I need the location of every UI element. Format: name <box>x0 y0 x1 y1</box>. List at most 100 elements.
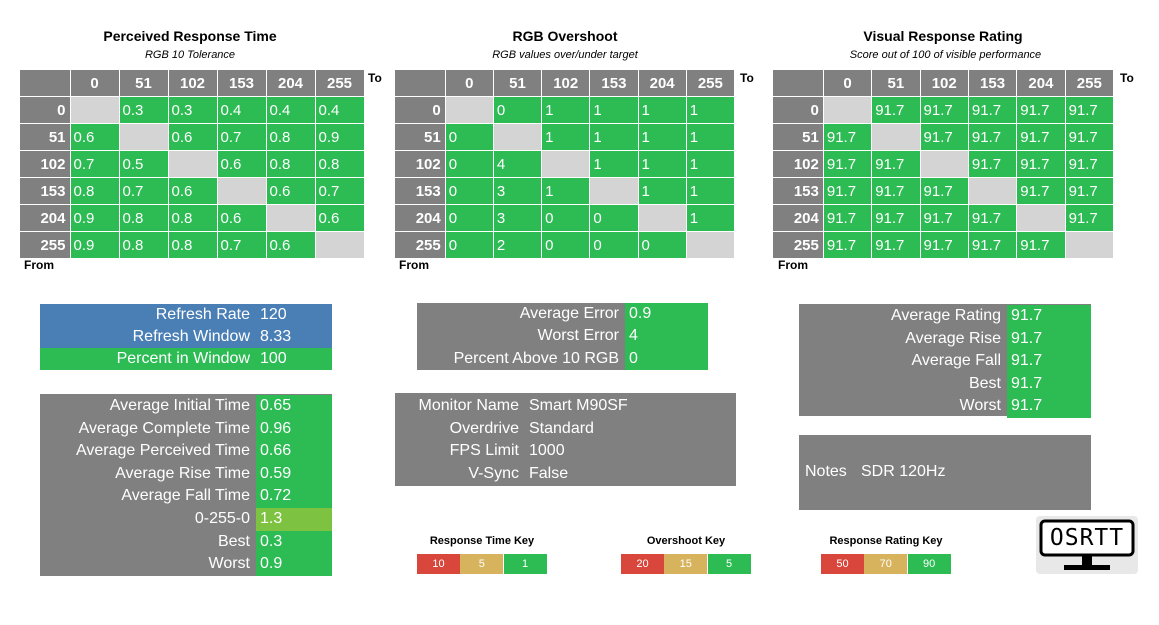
matrix-cell: 0 <box>445 204 494 232</box>
notes-label: Notes <box>805 463 847 480</box>
matrix-cell-empty <box>493 123 543 151</box>
stat-label: Average Fall Time <box>121 487 250 505</box>
stat-row: Average Fall 91.7 <box>799 350 1091 373</box>
rating-stats-box: Average Rating 91.7 Average Rise 91.7 Averag… <box>799 304 1091 418</box>
column-header: 102 <box>168 70 218 97</box>
matrix-cell: 0.9 <box>315 123 365 151</box>
matrix-cell: 0.6 <box>70 123 120 151</box>
matrix-cell: 0 <box>445 150 494 178</box>
matrix-cell-empty <box>968 177 1018 205</box>
matrix-cell: 0.6 <box>266 231 316 259</box>
stat-label: Average Complete Time <box>78 419 250 437</box>
matrix-cell: 0.8 <box>266 150 316 178</box>
matrix-cell-empty <box>589 177 639 205</box>
matrix-cell: 91.7 <box>968 96 1018 124</box>
stat-row: FPS Limit 1000 <box>395 440 736 463</box>
matrix-cell: 3 <box>493 177 543 205</box>
column-header: 204 <box>638 70 687 97</box>
column-header: 0 <box>823 70 873 97</box>
stat-value: 0.96 <box>256 417 332 441</box>
row-header: 204 <box>773 204 824 232</box>
matrix-cell: 0.6 <box>217 150 267 178</box>
matrix-cell: 0 <box>589 204 639 232</box>
row-header: 153 <box>20 177 71 205</box>
matrix-cell: 91.7 <box>920 177 969 205</box>
matrix-cell-empty <box>1065 231 1115 259</box>
stat-row: Worst 0.9 <box>40 553 332 576</box>
matrix-cell: 1 <box>686 123 736 151</box>
stat-value: 91.7 <box>1007 395 1091 418</box>
matrix-cell: 1 <box>638 96 687 124</box>
matrix-cell: 91.7 <box>823 204 873 232</box>
matrix-cell: 0.6 <box>315 204 365 232</box>
key-cell: 15 <box>664 554 708 574</box>
matrix-cell: 1 <box>638 150 687 178</box>
stat-row: Percent in Window 100 <box>40 348 332 370</box>
matrix-cell: 0.4 <box>217 96 267 124</box>
matrix-cell-empty <box>168 150 218 178</box>
matrix-cell: 91.7 <box>823 231 873 259</box>
matrix-cell-empty <box>686 231 736 259</box>
chart-subtitle-rating: Score out of 100 of visible performance <box>849 49 1042 61</box>
stat-row: Best 91.7 <box>799 372 1091 396</box>
matrix-cell: 0 <box>541 204 591 232</box>
row-header: 153 <box>395 177 446 205</box>
stat-label: Percent Above 10 RGB <box>453 349 619 367</box>
key-cell: 5 <box>707 554 751 574</box>
matrix-cell: 0 <box>638 231 687 259</box>
matrix-cell: 91.7 <box>968 231 1018 259</box>
stat-label: Average Error <box>519 305 619 322</box>
stat-value: 91.7 <box>1007 327 1091 351</box>
chart-title-rating: Visual Response Rating <box>863 28 1023 44</box>
column-header: 102 <box>920 70 969 97</box>
logo-text: OSRTT <box>1049 525 1125 551</box>
to-axis-label: To <box>740 71 754 85</box>
stat-value: 91.7 <box>1007 372 1091 396</box>
response-time-key: Response Time Key 10 5 1 <box>417 535 547 580</box>
matrix-cell: 91.7 <box>871 150 921 178</box>
from-axis-label: From <box>24 258 54 272</box>
from-axis-label: From <box>778 258 808 272</box>
matrix-cell: 0 <box>589 231 639 259</box>
row-header: 204 <box>20 204 71 232</box>
column-header: 153 <box>217 70 267 97</box>
matrix-cell: 0.5 <box>119 150 169 178</box>
matrix-cell-empty <box>871 123 921 151</box>
matrix-corner <box>20 70 71 97</box>
stat-label: Best <box>968 374 1001 392</box>
stat-value: 1000 <box>529 442 565 459</box>
matrix-cell: 3 <box>493 204 543 232</box>
stat-label: Average Rise <box>905 329 1001 347</box>
stat-row: Average Perceived Time 0.66 <box>40 440 332 463</box>
matrix-cell: 0 <box>541 231 591 259</box>
chart-title-perceived: Perceived Response Time <box>103 28 277 44</box>
stat-row: Refresh Rate 120 <box>40 304 332 326</box>
key-cell: 50 <box>821 554 864 574</box>
row-header: 0 <box>773 96 824 124</box>
matrix-cell: 0.8 <box>119 204 169 232</box>
stat-row: Percent Above 10 RGB 0 <box>417 347 708 370</box>
column-header: 255 <box>1065 70 1115 97</box>
matrix-cell: 91.7 <box>871 204 921 232</box>
matrix-cell: 0.8 <box>168 231 218 259</box>
matrix-cell-empty <box>315 231 365 259</box>
chart-title-overshoot: RGB Overshoot <box>512 28 618 44</box>
matrix-cell: 91.7 <box>920 231 969 259</box>
osrtt-logo: OSRTT <box>1036 516 1138 574</box>
row-header: 102 <box>395 150 446 178</box>
stat-label: Average Perceived Time <box>75 442 250 460</box>
matrix-cell: 0.7 <box>217 123 267 151</box>
response-stats-box: Average Initial Time 0.65 Average Complete… <box>40 394 332 576</box>
matrix-cell-empty <box>70 96 120 124</box>
column-header: 153 <box>589 70 639 97</box>
stat-row: Average Initial Time 0.65 <box>40 395 332 418</box>
matrix-cell: 91.7 <box>823 123 873 151</box>
stat-value: 0.3 <box>256 530 332 554</box>
matrix-cell: 0 <box>493 96 543 124</box>
key-title: Overshoot Key <box>646 535 726 547</box>
key-cell: 10 <box>417 554 460 574</box>
matrix-cell: 91.7 <box>968 204 1018 232</box>
matrix-cell-empty <box>1016 204 1066 232</box>
stat-value: Standard <box>529 419 594 437</box>
stat-value: False <box>529 464 569 482</box>
